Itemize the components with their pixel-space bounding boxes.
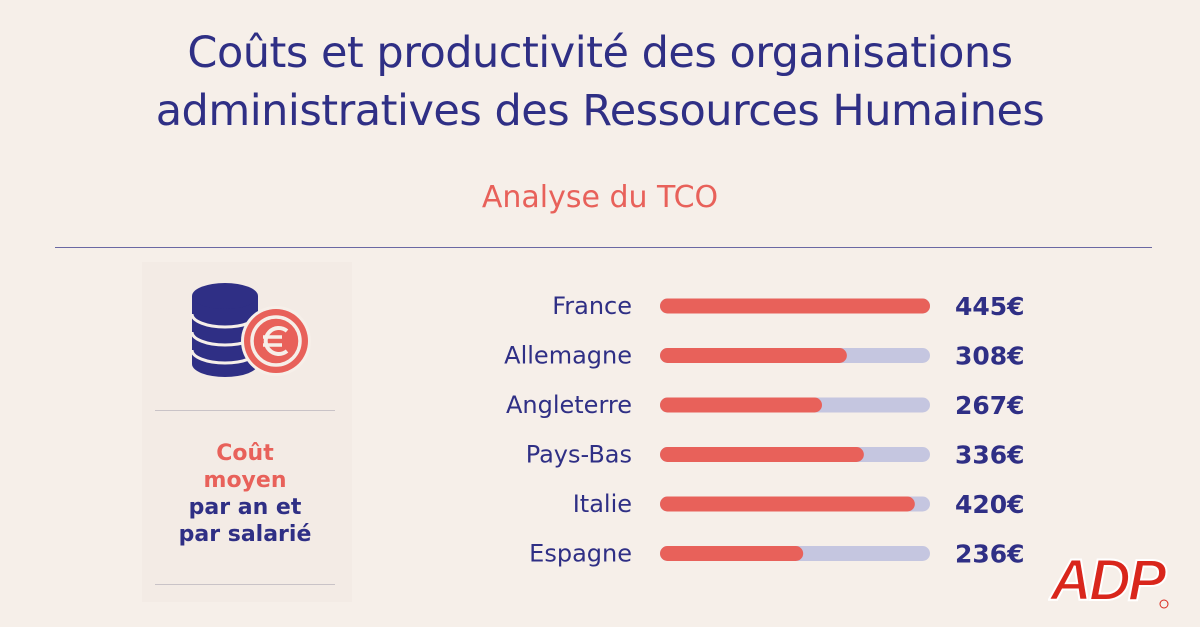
header-divider — [55, 247, 1152, 248]
page-title: Coûts et productivité des organisations … — [0, 24, 1200, 140]
side-divider-top — [155, 410, 335, 411]
side-divider-bottom — [155, 584, 335, 585]
side-label-line-3: par an et — [188, 495, 302, 520]
euro-coins-icon — [190, 283, 311, 377]
bar — [660, 447, 864, 462]
bar — [660, 397, 822, 413]
category-label: France — [552, 292, 632, 320]
category-label: Italie — [573, 490, 632, 518]
side-label-line-2: moyen — [203, 468, 287, 493]
title-line-1: Coûts et productivité des organisations — [187, 28, 1013, 78]
title-line-2: administratives des Ressources Humaines — [155, 86, 1045, 136]
bar — [660, 546, 804, 561]
category-label: Espagne — [529, 540, 632, 568]
value-label: 420€ — [955, 490, 1025, 519]
category-label: Allemagne — [504, 342, 632, 370]
value-label: 445€ — [955, 292, 1025, 321]
value-label: 308€ — [955, 342, 1025, 371]
value-label: 267€ — [955, 391, 1025, 420]
category-label: Angleterre — [506, 391, 632, 419]
side-label: Coût moyen par an et par salarié — [155, 440, 335, 548]
bar — [660, 496, 915, 512]
bar — [660, 348, 847, 363]
side-label-line-4: par salarié — [178, 522, 312, 547]
value-label: 236€ — [955, 540, 1025, 569]
bar — [660, 298, 930, 314]
side-label-line-1: Coût — [216, 441, 274, 466]
subtitle: Analyse du TCO — [481, 180, 719, 215]
adp-logo-text: ADP — [1048, 548, 1167, 610]
value-label: 336€ — [955, 441, 1025, 470]
adp-logo: ADP — [1048, 548, 1171, 610]
category-label: Pays-Bas — [526, 441, 632, 469]
